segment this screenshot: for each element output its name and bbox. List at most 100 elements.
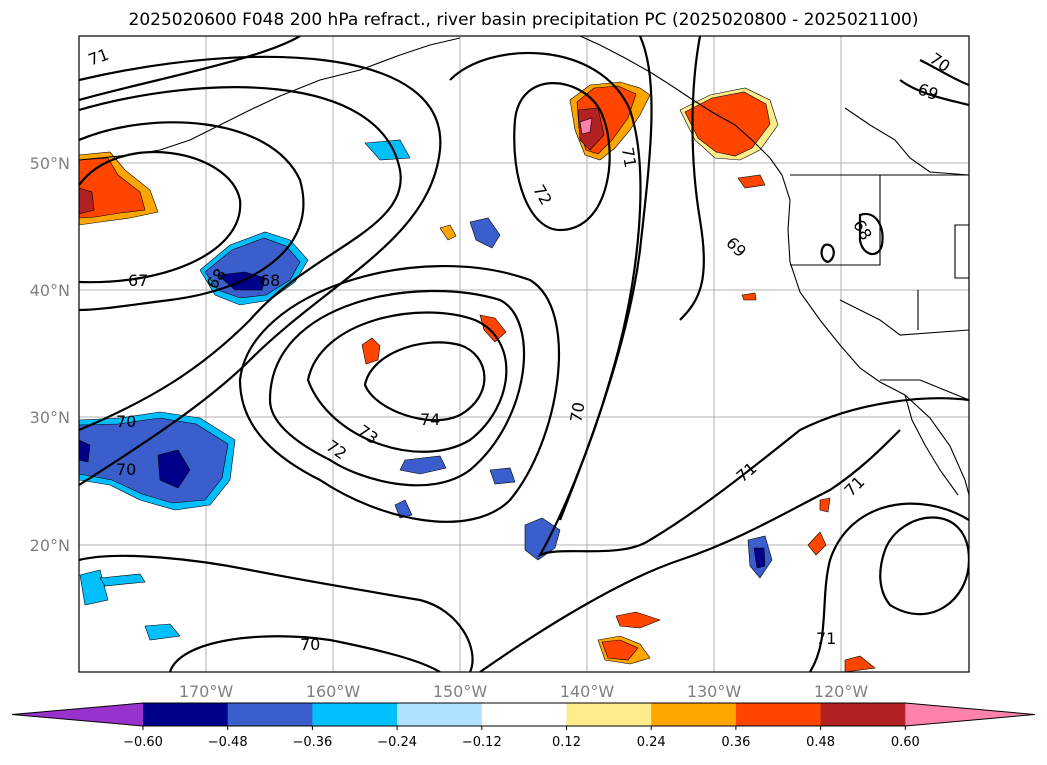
contour-label: 67 (128, 271, 148, 290)
contour-line (858, 212, 884, 256)
precip-blob (615, 611, 661, 629)
contour-line (363, 341, 486, 422)
colorbar-segment (481, 703, 567, 726)
lon-label: 130°W (687, 682, 742, 701)
colorbar-tick-label: 0.36 (721, 735, 750, 750)
contour-line (306, 311, 508, 453)
lat-label: 20°N (30, 536, 70, 555)
precip-blob (79, 187, 95, 215)
contour-label: 74 (420, 410, 440, 429)
contour-line (479, 429, 901, 672)
border-state (954, 224, 969, 279)
precip-blob (479, 314, 507, 343)
border-state (839, 299, 969, 336)
colorbar-segment (397, 703, 483, 726)
precip-blob (753, 547, 766, 569)
colorbar-segment (227, 703, 313, 726)
lon-label: 170°W (179, 682, 234, 701)
contour-line (820, 243, 835, 264)
colorbar-segment (312, 703, 398, 726)
lon-label: 160°W (306, 682, 361, 701)
precip-blob (144, 623, 181, 641)
lon-label: 140°W (560, 682, 615, 701)
precip-shading (79, 81, 876, 672)
refractivity-contours (79, 36, 969, 672)
precip-blob (469, 217, 501, 249)
colorbar-segment (143, 703, 229, 726)
contour-line (679, 36, 706, 321)
precip-blob (807, 531, 827, 556)
contour-line (168, 635, 441, 672)
precip-blob (439, 224, 457, 241)
colorbar-tick-label: 0.48 (806, 735, 835, 750)
precip-blob (394, 499, 413, 519)
chart-title: 2025020600 F048 200 hPa refract., river … (128, 10, 919, 30)
lon-label: 120°W (814, 682, 869, 701)
lat-label: 40°N (30, 281, 70, 300)
colorbar-tick-label: 0.12 (552, 735, 581, 750)
contour-line (919, 59, 969, 87)
border-us-mexico (880, 379, 969, 401)
contour-line (79, 86, 402, 432)
lon-label: 150°W (433, 682, 488, 701)
contour-line (79, 121, 305, 312)
colorbar-tick-label: 0.60 (891, 735, 920, 750)
precip-blob (601, 639, 639, 661)
contour-line (238, 264, 561, 523)
colorbar: −0.60 −0.48 −0.36 −0.24 −0.12 0.12 0.24 0.36 0.4… (11, 702, 1036, 750)
contour-line (79, 554, 474, 672)
contour-line (79, 36, 301, 102)
contour-line (449, 51, 969, 558)
colorbar-segment (566, 703, 652, 726)
precip-blob (579, 117, 593, 135)
precip-blob (361, 337, 381, 365)
precip-blob (577, 107, 605, 151)
precip-blob (844, 655, 876, 672)
colorbar-tick-label: −0.12 (462, 735, 502, 750)
border-canada (844, 107, 969, 176)
precip-blob (524, 517, 561, 561)
colorbar-tick-label: 0.24 (637, 735, 666, 750)
precip-blob (399, 455, 447, 475)
precip-blob (741, 292, 757, 301)
precip-blob (737, 174, 766, 189)
contour-line (268, 289, 526, 487)
contour-label: 70 (300, 635, 320, 654)
colorbar-tick-label: −0.24 (377, 735, 417, 750)
colorbar-tick-label: −0.36 (292, 735, 332, 750)
contour-line (809, 502, 969, 672)
contour-label: 71 (816, 629, 836, 648)
precip-blob (157, 449, 191, 489)
contour-label: 71 (618, 146, 640, 169)
contour-line (513, 82, 611, 232)
colorbar-tick-label: −0.48 (208, 735, 248, 750)
gridlines (79, 36, 969, 672)
contour-line (879, 516, 969, 616)
precip-blob (819, 497, 831, 513)
contour-label: 70 (116, 460, 136, 479)
colorbar-segment (735, 703, 822, 726)
precip-blob (79, 417, 229, 504)
contour-line (558, 36, 653, 521)
contour-label: 68 (260, 271, 280, 290)
precip-blob (79, 157, 146, 219)
colorbar-segment (820, 703, 906, 726)
colorbar-extend-min (12, 703, 143, 726)
lat-label: 30°N (30, 408, 70, 427)
colorbar-extend-max (905, 703, 1035, 726)
border-state (790, 175, 881, 266)
precip-blob (489, 467, 516, 485)
contour-line (79, 55, 442, 486)
contour-line (79, 151, 242, 284)
contour-label: 70 (566, 401, 588, 424)
lat-label: 50°N (30, 154, 70, 173)
precip-blob (99, 573, 146, 587)
coastline-baja (904, 394, 959, 496)
colorbar-tick-label: −0.60 (123, 735, 163, 750)
latitude-labels: 50°N 40°N 30°N 20°N (30, 154, 70, 555)
colorbar-segment (651, 703, 737, 726)
contour-label: 70 (116, 412, 136, 431)
contour-line (899, 79, 969, 107)
precip-blob (79, 439, 91, 463)
